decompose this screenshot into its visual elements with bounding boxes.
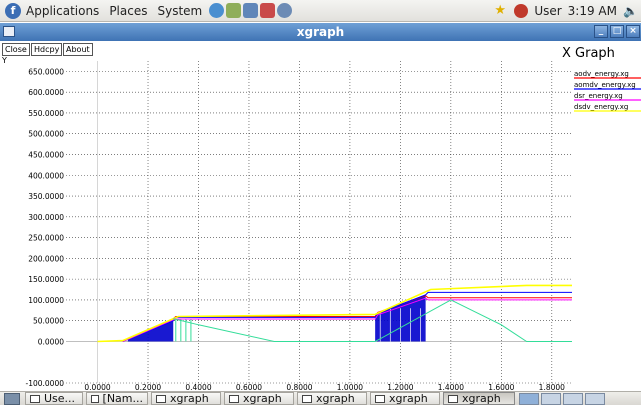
y-tick-label: 100.0000 xyxy=(28,296,64,305)
legend-entry-label: dsr_energy.xg xyxy=(574,92,623,100)
y-tick-label: 500.0000 xyxy=(28,130,64,139)
places-label: Places xyxy=(109,3,148,18)
window-icon xyxy=(229,394,239,403)
volume-icon[interactable]: 🔈 xyxy=(623,3,638,18)
star-update-icon[interactable]: ★ xyxy=(494,2,506,18)
x-tick-label: 1.8000 xyxy=(539,383,565,391)
maximize-icon[interactable]: □ xyxy=(610,25,624,38)
system-menu[interactable]: System xyxy=(152,0,207,22)
fedora-logo-icon: f xyxy=(5,2,21,19)
y-tick-label: 400.0000 xyxy=(28,171,64,180)
series-line xyxy=(97,284,572,343)
applications-menu[interactable]: f Applications xyxy=(0,0,104,22)
office-launcher-icon[interactable] xyxy=(260,3,276,18)
y-tick-label: 50.0000 xyxy=(33,317,64,326)
workspace-4[interactable] xyxy=(585,392,605,405)
taskbar-item[interactable]: [Nam... xyxy=(86,392,148,405)
x-tick-label: 1.2000 xyxy=(387,383,413,391)
taskbar-item[interactable]: xgraph xyxy=(297,392,367,405)
window-icon xyxy=(91,394,99,403)
system-tray: ★ User 3:19 AM 🔈 xyxy=(494,2,641,18)
network-launcher-icon[interactable] xyxy=(277,3,293,18)
series-line xyxy=(173,299,572,342)
clock[interactable]: 3:19 AM xyxy=(567,3,617,18)
taskbar-item[interactable]: xgraph xyxy=(443,392,515,405)
xgraph-plot: -100.0000 0.0000 50.0000 100.0000 150.0000 20… xyxy=(26,61,641,391)
system-label: System xyxy=(157,3,203,18)
window-title: xgraph xyxy=(296,25,345,39)
y-tick-label: 150.0000 xyxy=(28,275,64,284)
workspace-1[interactable] xyxy=(519,392,539,405)
taskbar-item-label: xgraph xyxy=(243,392,282,405)
legend-entry-label: aomdv_energy.xg xyxy=(574,81,636,89)
evolution-launcher-icon[interactable] xyxy=(226,3,242,18)
close-icon[interactable]: × xyxy=(626,25,640,38)
mail-launcher-icon[interactable] xyxy=(243,3,259,18)
hdcpy-button[interactable]: Hdcpy xyxy=(31,43,63,56)
x-tick-label: 1.6000 xyxy=(488,383,514,391)
x-tick-label: 0.8000 xyxy=(286,383,312,391)
bottom-taskbar: Use... [Nam... xgraph xgraph xgraph xgraph xgr… xyxy=(0,391,641,405)
taskbar-item-label: xgraph xyxy=(316,392,355,405)
window-icon xyxy=(448,394,458,403)
y-tick-label: 600.0000 xyxy=(28,88,64,97)
workspace-2[interactable] xyxy=(541,392,561,405)
window-icon xyxy=(302,394,312,403)
y-tick-label: 650.0000 xyxy=(28,67,64,76)
y-tick-label: 0.0000 xyxy=(38,337,64,346)
legend-entry-label: dsdv_energy.xg xyxy=(574,103,628,111)
x-tick-label: 0.6000 xyxy=(236,383,262,391)
window-titlebar[interactable]: xgraph _ □ × xyxy=(0,23,641,41)
x-tick-label: 0.0000 xyxy=(84,383,110,391)
x-tick-label: 1.0000 xyxy=(337,383,363,391)
y-tick-label: 350.0000 xyxy=(28,192,64,201)
y-axis-label: Y xyxy=(2,56,7,65)
workspace-3[interactable] xyxy=(563,392,583,405)
places-menu[interactable]: Places xyxy=(104,0,152,22)
taskbar-item[interactable]: xgraph xyxy=(370,392,440,405)
about-button[interactable]: About xyxy=(63,43,93,56)
y-tick-label: 250.0000 xyxy=(28,234,64,243)
graph-title: X Graph xyxy=(562,46,615,61)
user-menu[interactable]: User xyxy=(534,3,562,18)
legend-entry-label: aodv_energy.xg xyxy=(574,70,629,78)
x-tick-label: 0.4000 xyxy=(185,383,211,391)
x-tick-label: 1.4000 xyxy=(438,383,464,391)
taskbar-item[interactable]: xgraph xyxy=(224,392,294,405)
taskbar-item[interactable]: Use... xyxy=(25,392,83,405)
taskbar-item-label: Use... xyxy=(44,392,76,405)
y-tick-label: 450.0000 xyxy=(28,150,64,159)
top-panel: f Applications Places System ★ User 3:19… xyxy=(0,0,641,22)
y-tick-label: 550.0000 xyxy=(28,109,64,118)
window-icon xyxy=(375,394,385,403)
xgraph-canvas: -100.0000 0.0000 50.0000 100.0000 150.0000 20… xyxy=(0,41,641,391)
window-icon xyxy=(30,394,40,403)
taskbar-item-label: xgraph xyxy=(170,392,209,405)
taskbar-item[interactable]: xgraph xyxy=(151,392,221,405)
show-desktop-icon[interactable] xyxy=(4,392,20,405)
y-tick-label: 200.0000 xyxy=(28,254,64,263)
close-button[interactable]: Close xyxy=(2,43,30,56)
window-icon xyxy=(156,394,166,403)
taskbar-item-label: xgraph xyxy=(462,392,501,405)
taskbar-item-label: xgraph xyxy=(389,392,428,405)
task-list: Use... [Nam... xgraph xgraph xgraph xgraph xgr… xyxy=(22,392,515,405)
taskbar-item-label: [Nam... xyxy=(102,392,143,405)
series-line xyxy=(122,297,572,342)
network-status-icon[interactable] xyxy=(514,3,529,18)
firefox-launcher-icon[interactable] xyxy=(209,3,225,18)
window-menu-icon[interactable] xyxy=(3,26,15,37)
applications-label: Applications xyxy=(26,3,100,18)
minimize-icon[interactable]: _ xyxy=(594,25,608,38)
y-tick-label: 300.0000 xyxy=(28,213,64,222)
y-tick-label: -100.0000 xyxy=(26,379,65,388)
x-tick-label: 0.2000 xyxy=(135,383,161,391)
